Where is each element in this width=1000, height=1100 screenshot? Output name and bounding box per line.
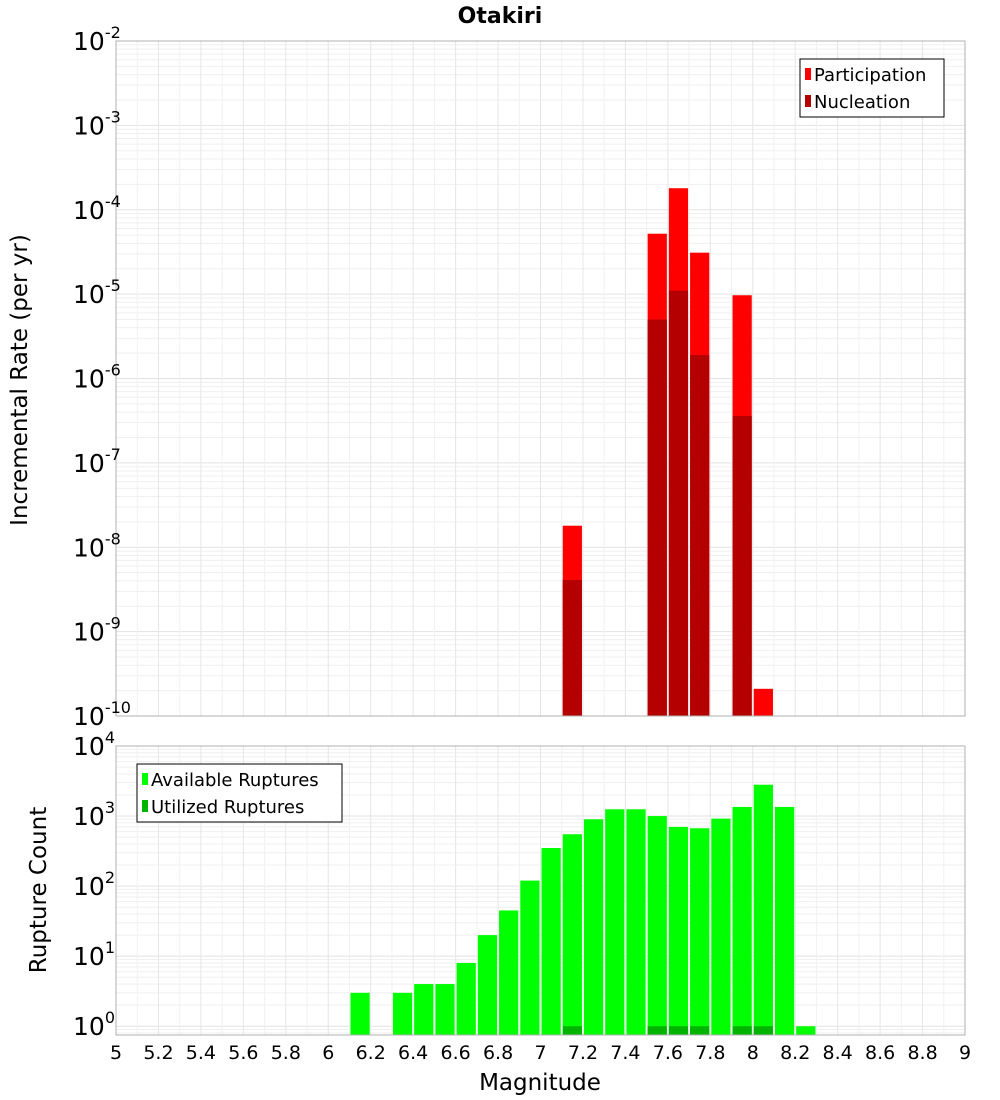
x-tick-label: 6.2	[356, 1042, 386, 1064]
series-available-ruptures	[350, 784, 816, 1035]
chart-title: Otakiri	[458, 4, 543, 29]
plot-border	[115, 40, 966, 717]
x-axis-label: Magnitude	[479, 1070, 601, 1096]
bar	[668, 826, 689, 1035]
y-tick-label: 10-5	[73, 276, 121, 309]
grid	[115, 745, 966, 1035]
y-tick-label: 10-8	[73, 529, 121, 562]
y-tick-label: 104	[73, 728, 115, 761]
x-tick-label: 8.4	[823, 1042, 853, 1064]
legend-swatch	[142, 773, 148, 785]
bar	[753, 688, 773, 716]
bar	[626, 809, 646, 1035]
bar	[520, 880, 540, 1035]
rupture-count-panel: 104 103 102 101 100 Available Ruptures Utilize…	[73, 728, 966, 1041]
series-nucleation	[562, 290, 752, 716]
bar	[647, 816, 667, 1035]
bar	[668, 1026, 689, 1035]
bar	[456, 962, 476, 1035]
x-axis: 5 5.2 5.4 5.6 5.8 6 6.2 6.4 6.6 6.8 7 7.2 7.4 7.6 7.8 8…	[110, 1042, 971, 1064]
x-tick-label: 8	[747, 1042, 759, 1064]
legend: Participation Nucleation	[799, 58, 945, 118]
bar	[562, 579, 582, 716]
x-tick-label: 7.2	[568, 1042, 598, 1064]
series-utilized-ruptures	[562, 1026, 773, 1035]
y-tick-label: 100	[73, 1008, 115, 1041]
plot-border	[115, 745, 966, 1036]
bar	[647, 1026, 667, 1035]
bar	[583, 819, 604, 1035]
bar	[562, 834, 582, 1035]
y-tick-label: 10-2	[73, 23, 121, 56]
bar	[647, 319, 667, 716]
y-tick-label: 102	[73, 868, 115, 901]
bar	[562, 1026, 582, 1035]
x-tick-label: 8.8	[907, 1042, 937, 1064]
legend-swatch	[805, 95, 811, 107]
x-tick-label: 7.8	[695, 1042, 725, 1064]
bar	[499, 910, 519, 1035]
legend-swatch	[805, 68, 811, 80]
legend: Available Ruptures Utilized Ruptures	[136, 763, 343, 823]
legend-box	[799, 58, 945, 118]
bar	[414, 984, 434, 1035]
y-tick-label: 10-3	[73, 107, 121, 140]
bar	[605, 809, 625, 1035]
x-tick-label: 7.6	[653, 1042, 683, 1064]
bar	[796, 1026, 816, 1035]
bar	[435, 984, 455, 1035]
x-tick-label: 7.4	[610, 1042, 640, 1064]
bar	[668, 290, 689, 716]
bar	[732, 1026, 752, 1035]
bar	[753, 784, 773, 1035]
x-tick-label: 6	[322, 1042, 334, 1064]
x-tick-label: 9	[959, 1042, 971, 1064]
bar	[732, 415, 752, 716]
x-tick-label: 8.6	[865, 1042, 895, 1064]
incremental-rate-panel: 10-2 10-3 10-4 10-5 10-6 10-7 10-8 10-9 10-10 Par…	[73, 23, 966, 731]
legend-box	[136, 763, 343, 823]
bar	[711, 818, 731, 1035]
bar	[477, 935, 498, 1035]
x-tick-label: 7	[534, 1042, 546, 1064]
bar	[350, 992, 370, 1035]
legend-swatch	[142, 800, 148, 812]
y-tick-label: 10-7	[73, 445, 121, 478]
x-tick-label: 6.8	[483, 1042, 513, 1064]
grid	[115, 40, 966, 717]
y-tick-label: 103	[73, 798, 115, 831]
legend-label: Utilized Ruptures	[151, 797, 304, 818]
bar	[690, 1026, 710, 1035]
x-tick-label: 6.6	[440, 1042, 470, 1064]
x-tick-label: 5.8	[271, 1042, 301, 1064]
x-tick-label: 5.6	[228, 1042, 258, 1064]
x-tick-label: 6.4	[398, 1042, 428, 1064]
bar	[690, 828, 710, 1035]
x-tick-label: 5.4	[186, 1042, 216, 1064]
bar	[753, 1026, 773, 1035]
bar	[774, 806, 795, 1035]
y-tick-label: 10-6	[73, 361, 121, 394]
y-tick-label: 101	[73, 938, 115, 971]
bar	[541, 848, 561, 1035]
legend-label: Available Ruptures	[151, 770, 319, 791]
y-tick-label: 10-4	[73, 192, 121, 225]
legend-label: Nucleation	[814, 92, 910, 113]
x-tick-label: 5.2	[143, 1042, 173, 1064]
legend-label: Participation	[814, 65, 926, 86]
x-tick-label: 8.2	[780, 1042, 810, 1064]
y-tick-label: 10-10	[73, 698, 131, 731]
bar	[732, 806, 752, 1035]
y-tick-label: 10-9	[73, 614, 121, 647]
bar	[690, 354, 710, 716]
y-axis-label-count: Rupture Count	[26, 807, 52, 973]
y-axis-label-rate: Incremental Rate (per yr)	[7, 234, 33, 526]
bar	[392, 992, 413, 1035]
x-tick-label: 5	[110, 1042, 122, 1064]
